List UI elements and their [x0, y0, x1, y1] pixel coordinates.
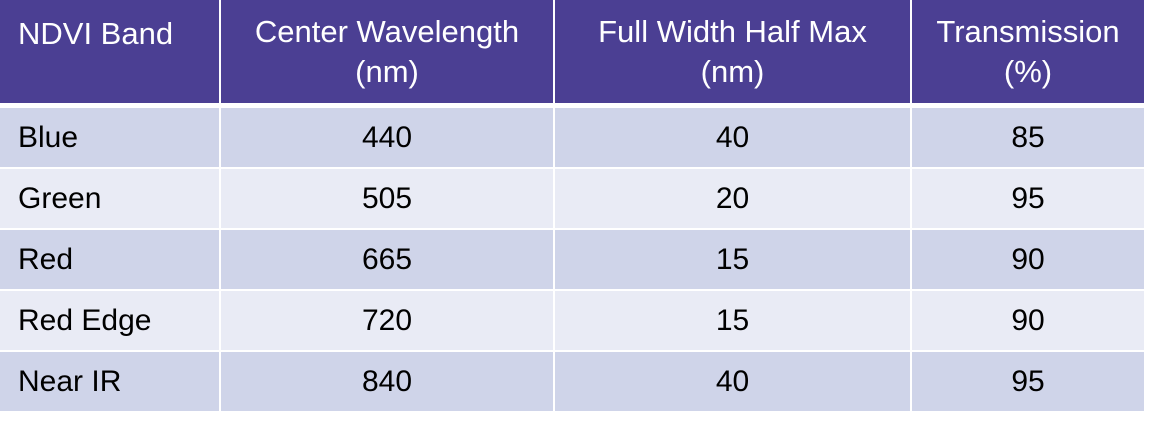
table-row: Green 505 20 95	[0, 169, 1144, 230]
header-transmission-unit: (%)	[1003, 53, 1053, 89]
band-cell: Near IR	[0, 352, 221, 413]
center-wavelength-cell: 665	[221, 230, 555, 291]
header-transmission-label: Transmission	[936, 13, 1120, 49]
table-row: Near IR 840 40 95	[0, 352, 1144, 413]
header-row: NDVI Band Center Wavelength (nm) Full Wi…	[0, 0, 1144, 108]
transmission-cell: 90	[912, 230, 1144, 291]
fwhm-cell: 15	[555, 230, 912, 291]
header-fwhm: Full Width Half Max (nm)	[555, 0, 912, 108]
center-wavelength-cell: 505	[221, 169, 555, 230]
header-center-wavelength-label: Center Wavelength	[254, 13, 520, 49]
fwhm-cell: 15	[555, 291, 912, 352]
center-wavelength-cell: 840	[221, 352, 555, 413]
table-row: Red Edge 720 15 90	[0, 291, 1144, 352]
band-cell: Red Edge	[0, 291, 221, 352]
transmission-cell: 95	[912, 352, 1144, 413]
table-row: Red 665 15 90	[0, 230, 1144, 291]
fwhm-cell: 40	[555, 352, 912, 413]
header-transmission: Transmission (%)	[912, 0, 1144, 108]
ndvi-bands-table: NDVI Band Center Wavelength (nm) Full Wi…	[0, 0, 1144, 413]
header-ndvi-band: NDVI Band	[0, 0, 221, 108]
header-center-wavelength: Center Wavelength (nm)	[221, 0, 555, 108]
band-cell: Red	[0, 230, 221, 291]
transmission-cell: 85	[912, 108, 1144, 169]
header-fwhm-label: Full Width Half Max	[598, 13, 867, 49]
header-center-wavelength-unit: (nm)	[355, 53, 419, 89]
header-ndvi-band-label: NDVI Band	[18, 16, 174, 51]
transmission-cell: 95	[912, 169, 1144, 230]
header-fwhm-unit: (nm)	[700, 53, 765, 89]
band-cell: Blue	[0, 108, 221, 169]
center-wavelength-cell: 720	[221, 291, 555, 352]
table-row: Blue 440 40 85	[0, 108, 1144, 169]
fwhm-cell: 20	[555, 169, 912, 230]
transmission-cell: 90	[912, 291, 1144, 352]
center-wavelength-cell: 440	[221, 108, 555, 169]
fwhm-cell: 40	[555, 108, 912, 169]
band-cell: Green	[0, 169, 221, 230]
